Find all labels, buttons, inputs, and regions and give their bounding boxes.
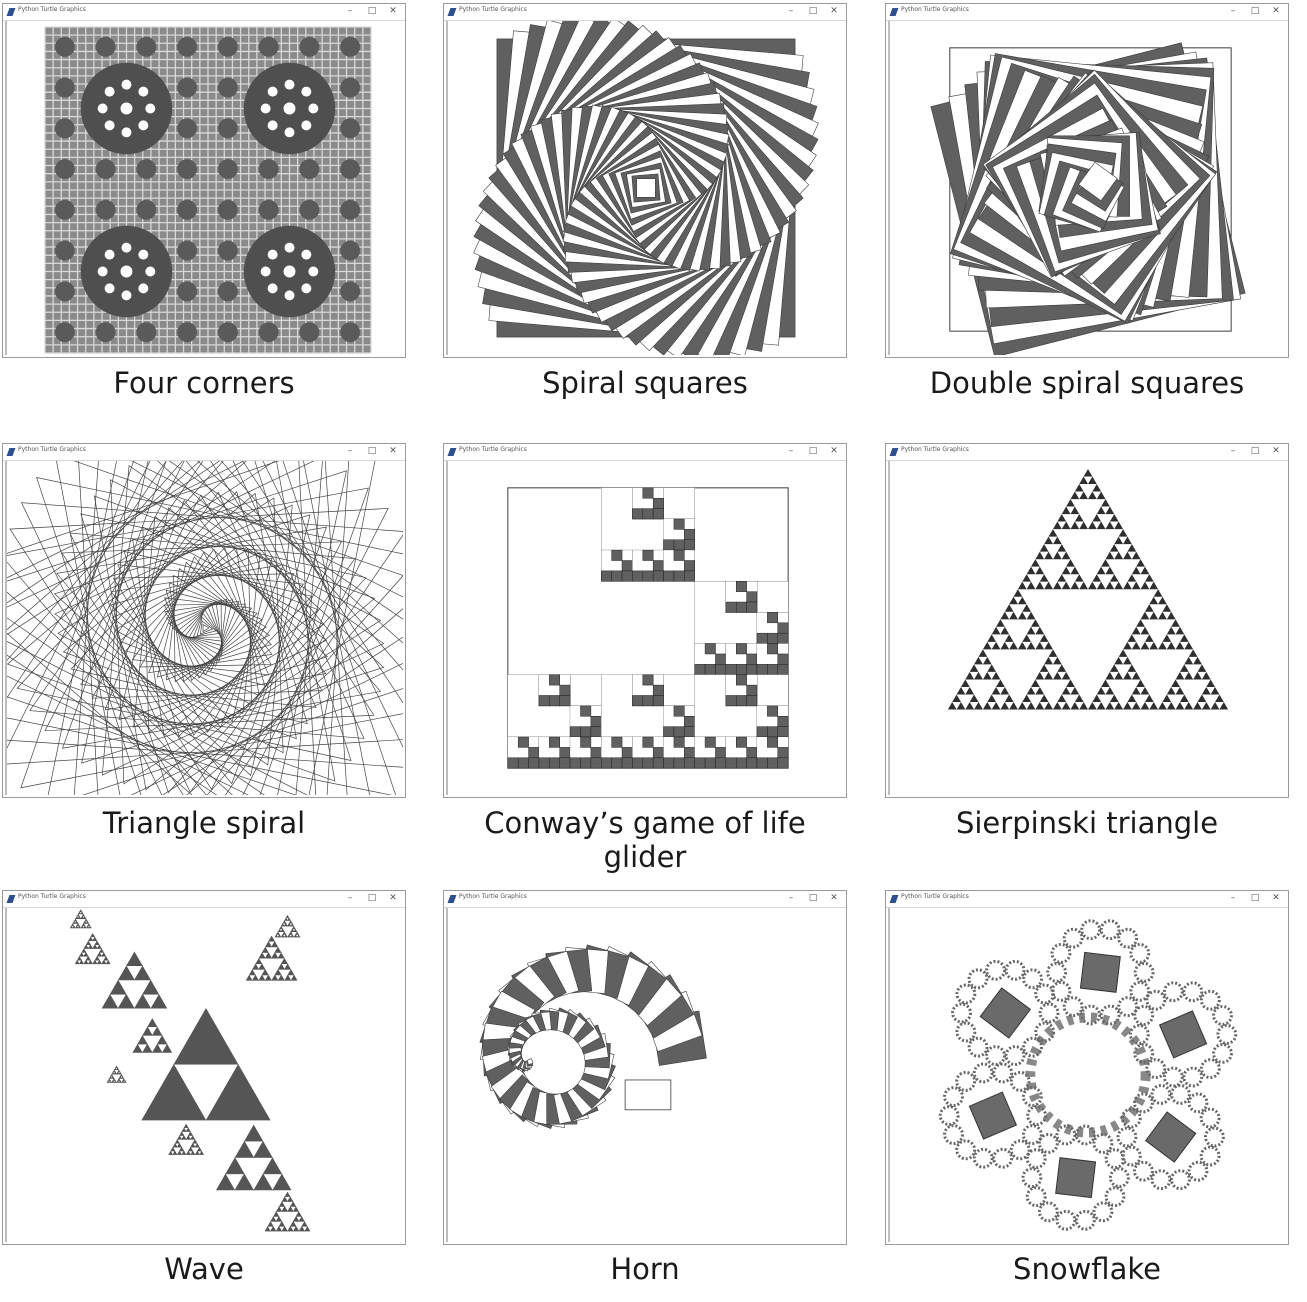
- turtle-window-double-spiral-squares: Python Turtle Graphics – □ ✕: [885, 3, 1289, 358]
- close-icon[interactable]: ✕: [1272, 6, 1280, 16]
- turtle-window-wave: Python Turtle Graphics – □ ✕: [2, 890, 406, 1245]
- minimize-icon[interactable]: –: [347, 893, 353, 903]
- turtle-canvas: [446, 908, 844, 1242]
- window-title: Python Turtle Graphics: [18, 893, 86, 900]
- maximize-icon[interactable]: □: [808, 6, 818, 16]
- four-corners-drawing: [44, 26, 372, 354]
- close-icon[interactable]: ✕: [1272, 893, 1280, 903]
- turtle-canvas: [5, 908, 403, 1242]
- snowflake-drawing: [938, 919, 1238, 1231]
- caption-double-spiral-squares: Double spiral squares: [929, 366, 1245, 400]
- turtle-window-snowflake: Python Turtle Graphics – □ ✕: [885, 890, 1289, 1245]
- window-titlebar[interactable]: Python Turtle Graphics – □ ✕: [886, 4, 1288, 21]
- caption-glider: Conway’s game of life glider: [484, 806, 806, 874]
- python-feather-icon: [447, 448, 457, 456]
- window-title: Python Turtle Graphics: [901, 6, 969, 13]
- glider-drawing: [507, 487, 789, 769]
- window-title: Python Turtle Graphics: [901, 893, 969, 900]
- caption-four-corners: Four corners: [113, 366, 295, 400]
- minimize-icon[interactable]: –: [347, 446, 353, 456]
- maximize-icon[interactable]: □: [808, 893, 818, 903]
- close-icon[interactable]: ✕: [389, 6, 397, 16]
- window-title: Python Turtle Graphics: [459, 893, 527, 900]
- horn-drawing: [479, 944, 707, 1129]
- maximize-icon[interactable]: □: [808, 446, 818, 456]
- turtle-window-triangle-spiral: Python Turtle Graphics – □ ✕: [2, 443, 406, 798]
- minimize-icon[interactable]: –: [347, 6, 353, 16]
- caption-spiral-squares: Spiral squares: [542, 366, 748, 400]
- minimize-icon[interactable]: –: [1230, 6, 1236, 16]
- maximize-icon[interactable]: □: [367, 446, 377, 456]
- window-title: Python Turtle Graphics: [459, 6, 527, 13]
- window-title: Python Turtle Graphics: [18, 6, 86, 13]
- caption-wave: Wave: [164, 1252, 244, 1286]
- turtle-window-glider: Python Turtle Graphics – □ ✕: [443, 443, 847, 798]
- turtle-canvas: [446, 21, 844, 355]
- python-feather-icon: [889, 895, 899, 903]
- minimize-icon[interactable]: –: [788, 6, 794, 16]
- turtle-window-four-corners: Python Turtle Graphics – □ ✕: [2, 3, 406, 358]
- window-titlebar[interactable]: Python Turtle Graphics – □ ✕: [3, 444, 405, 461]
- window-title: Python Turtle Graphics: [459, 446, 527, 453]
- turtle-window-horn: Python Turtle Graphics – □ ✕: [443, 890, 847, 1245]
- turtle-canvas: [5, 461, 403, 795]
- python-feather-icon: [6, 8, 16, 16]
- minimize-icon[interactable]: –: [1230, 446, 1236, 456]
- maximize-icon[interactable]: □: [1250, 6, 1260, 16]
- minimize-icon[interactable]: –: [788, 893, 794, 903]
- close-icon[interactable]: ✕: [1272, 446, 1280, 456]
- turtle-window-spiral-squares: Python Turtle Graphics – □ ✕: [443, 3, 847, 358]
- window-titlebar[interactable]: Python Turtle Graphics – □ ✕: [444, 444, 846, 461]
- close-icon[interactable]: ✕: [830, 446, 838, 456]
- window-title: Python Turtle Graphics: [901, 446, 969, 453]
- close-icon[interactable]: ✕: [830, 893, 838, 903]
- window-titlebar[interactable]: Python Turtle Graphics – □ ✕: [3, 891, 405, 908]
- window-titlebar[interactable]: Python Turtle Graphics – □ ✕: [444, 4, 846, 21]
- wave-drawing: [69, 909, 311, 1232]
- caption-triangle-spiral: Triangle spiral: [102, 806, 306, 840]
- maximize-icon[interactable]: □: [367, 6, 377, 16]
- double-spiral-squares-drawing: [930, 42, 1246, 355]
- window-title: Python Turtle Graphics: [18, 446, 86, 453]
- turtle-canvas: [446, 461, 844, 795]
- window-titlebar[interactable]: Python Turtle Graphics – □ ✕: [886, 444, 1288, 461]
- turtle-canvas: [888, 21, 1286, 355]
- triangle-spiral-drawing: [7, 461, 403, 795]
- window-titlebar[interactable]: Python Turtle Graphics – □ ✕: [886, 891, 1288, 908]
- maximize-icon[interactable]: □: [367, 893, 377, 903]
- caption-horn: Horn: [610, 1252, 680, 1286]
- maximize-icon[interactable]: □: [1250, 446, 1260, 456]
- caption-snowflake: Snowflake: [1013, 1252, 1161, 1286]
- spiral-squares-drawing: [473, 21, 819, 355]
- python-feather-icon: [447, 895, 457, 903]
- minimize-icon[interactable]: –: [788, 446, 794, 456]
- maximize-icon[interactable]: □: [1250, 893, 1260, 903]
- close-icon[interactable]: ✕: [830, 6, 838, 16]
- close-icon[interactable]: ✕: [389, 893, 397, 903]
- python-feather-icon: [6, 895, 16, 903]
- python-feather-icon: [6, 448, 16, 456]
- window-titlebar[interactable]: Python Turtle Graphics – □ ✕: [3, 4, 405, 21]
- python-feather-icon: [889, 8, 899, 16]
- minimize-icon[interactable]: –: [1230, 893, 1236, 903]
- turtle-canvas: [5, 21, 403, 355]
- turtle-canvas: [888, 908, 1286, 1242]
- python-feather-icon: [447, 8, 457, 16]
- sierpinski-triangle-drawing: [947, 468, 1229, 710]
- caption-sierpinski: Sierpinski triangle: [955, 806, 1219, 840]
- turtle-window-sierpinski: Python Turtle Graphics – □ ✕: [885, 443, 1289, 798]
- python-feather-icon: [889, 448, 899, 456]
- window-titlebar[interactable]: Python Turtle Graphics – □ ✕: [444, 891, 846, 908]
- close-icon[interactable]: ✕: [389, 446, 397, 456]
- turtle-canvas: [888, 461, 1286, 795]
